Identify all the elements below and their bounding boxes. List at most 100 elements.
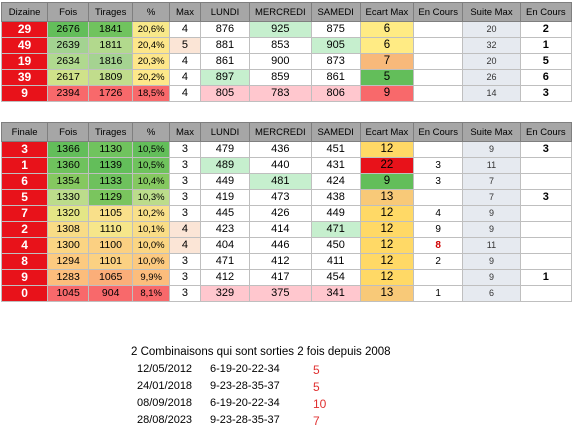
cell-en-cours-2 [519, 237, 573, 254]
cell-samedi: 411 [310, 253, 361, 270]
cell-max: 4 [169, 21, 201, 38]
header-en-cours-2: En Cours [519, 2, 573, 22]
table-row: 6 1354 1133 10,4% 3 449 481 424 9 3 7 [0, 173, 573, 190]
cell-percent: 10,5% [132, 141, 171, 158]
cell-fois: 2676 [47, 21, 90, 38]
cell-suite-max: 7 [462, 189, 521, 206]
cell-fois: 1360 [47, 157, 90, 174]
cell-samedi: 451 [310, 141, 361, 158]
cell-en-cours-2: 2 [519, 21, 573, 38]
cell-tirages: 1139 [88, 157, 134, 174]
header-tirages: Tirages [88, 122, 134, 142]
header-lundi: LUNDI [199, 2, 251, 22]
cell-ecart-max: 12 [359, 253, 415, 270]
cell-en-cours [413, 53, 464, 70]
combination-row: 28/08/2023 9-23-28-35-37 7 [0, 414, 575, 430]
cell-suite-max: 11 [462, 157, 521, 174]
cell-ecart-max: 9 [359, 85, 415, 102]
combination-numbers: 9-23-28-35-37 [210, 380, 280, 392]
cell-ecart-max: 7 [359, 53, 415, 70]
cell-samedi: 449 [310, 205, 361, 222]
cell-en-cours: 3 [413, 173, 464, 190]
cell-ecart-max: 12 [359, 141, 415, 158]
cell-ecart-max: 12 [359, 221, 415, 238]
cell-en-cours [413, 269, 464, 286]
cell-tirages: 1809 [88, 69, 134, 86]
cell-percent: 8,1% [132, 285, 171, 302]
cell-lundi: 329 [199, 285, 251, 302]
cell-suite-max: 9 [462, 269, 521, 286]
cell-en-cours [413, 85, 464, 102]
cell-en-cours-2 [519, 205, 573, 222]
cell-en-cours [413, 21, 464, 38]
cell-percent: 18,5% [132, 85, 171, 102]
cell-percent: 10,1% [132, 221, 171, 238]
header-max: Max [169, 2, 201, 22]
header-en-cours: En Cours [413, 122, 464, 142]
cell-lundi: 445 [199, 205, 251, 222]
cell-max: 4 [169, 53, 201, 70]
cell-suite-max: 7 [462, 173, 521, 190]
table-row: 9 1283 1065 9,9% 3 412 417 454 12 9 1 [0, 269, 573, 286]
cell-percent: 10,2% [132, 205, 171, 222]
combination-numbers: 9-23-28-35-37 [210, 414, 280, 426]
cell-samedi: 905 [310, 37, 361, 54]
cell-key: 1 [0, 157, 49, 174]
cell-max: 4 [169, 69, 201, 86]
cell-tirages: 1101 [88, 253, 134, 270]
dizaine-body: 29 2676 1841 20,6% 4 876 925 875 6 20 2 49 2639 1811 2… [0, 21, 573, 102]
cell-key: 5 [0, 189, 49, 206]
cell-lundi: 404 [199, 237, 251, 254]
cell-key: 9 [0, 85, 49, 102]
cell-fois: 1366 [47, 141, 90, 158]
cell-tirages: 1133 [88, 173, 134, 190]
cell-samedi: 424 [310, 173, 361, 190]
dizaine-header-row: Dizaine Fois Tirages% Max LUNDI MERCREDI SAMED… [0, 2, 573, 22]
cell-fois: 2394 [47, 85, 90, 102]
cell-mercredi: 925 [249, 21, 312, 38]
cell-fois: 1308 [47, 221, 90, 238]
cell-tirages: 1816 [88, 53, 134, 70]
combination-numbers: 6-19-20-22-34 [210, 397, 280, 409]
cell-en-cours: 8 [413, 237, 464, 254]
header-en-cours-2: En Cours [519, 122, 573, 142]
cell-suite-max: 9 [462, 221, 521, 238]
table-row: 1 1360 1139 10,5% 3 489 440 431 22 3 11 [0, 157, 573, 174]
cell-max: 4 [169, 221, 201, 238]
cell-key: 19 [0, 53, 49, 70]
cell-mercredi: 412 [249, 253, 312, 270]
cell-suite-max: 14 [462, 85, 521, 102]
cell-samedi: 471 [310, 221, 361, 238]
cell-max: 5 [169, 37, 201, 54]
cell-en-cours [413, 141, 464, 158]
finale-body: 3 1366 1130 10,5% 3 479 436 451 12 9 3 1 1360 1139 10,… [0, 141, 573, 302]
cell-samedi: 806 [310, 85, 361, 102]
cell-mercredi: 426 [249, 205, 312, 222]
cell-en-cours-2: 3 [519, 141, 573, 158]
finale-header-row: Finale Fois Tirages% Max LUNDI MERCREDI SAMEDI… [0, 122, 573, 142]
cell-samedi: 873 [310, 53, 361, 70]
header-samedi: SAMEDI [310, 122, 361, 142]
cell-max: 3 [169, 157, 201, 174]
cell-max: 3 [169, 269, 201, 286]
cell-key: 3 [0, 141, 49, 158]
cell-en-cours-2 [519, 157, 573, 174]
cell-percent: 20,2% [132, 69, 171, 86]
cell-lundi: 805 [199, 85, 251, 102]
combination-gap: 5 [313, 363, 320, 377]
cell-mercredi: 414 [249, 221, 312, 238]
cell-key: 0 [0, 285, 49, 302]
cell-suite-max: 26 [462, 69, 521, 86]
cell-samedi: 454 [310, 269, 361, 286]
cell-lundi: 479 [199, 141, 251, 158]
cell-mercredi: 417 [249, 269, 312, 286]
cell-samedi: 438 [310, 189, 361, 206]
cell-suite-max: 9 [462, 141, 521, 158]
cell-fois: 1330 [47, 189, 90, 206]
cell-fois: 2639 [47, 37, 90, 54]
cell-mercredi: 853 [249, 37, 312, 54]
cell-percent: 20,6% [132, 21, 171, 38]
cell-samedi: 450 [310, 237, 361, 254]
cell-percent: 10,0% [132, 253, 171, 270]
combination-row: 24/01/2018 9-23-28-35-37 5 [0, 380, 575, 396]
